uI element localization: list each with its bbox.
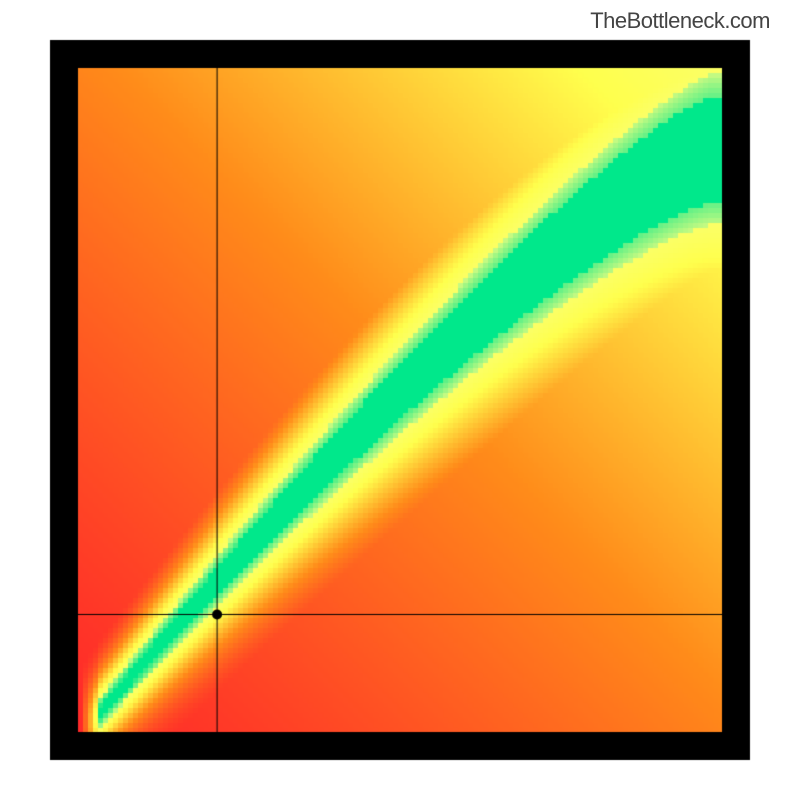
chart-container: TheBottleneck.com (0, 0, 800, 800)
watermark-text: TheBottleneck.com (590, 8, 770, 34)
bottleneck-heatmap (0, 0, 800, 800)
